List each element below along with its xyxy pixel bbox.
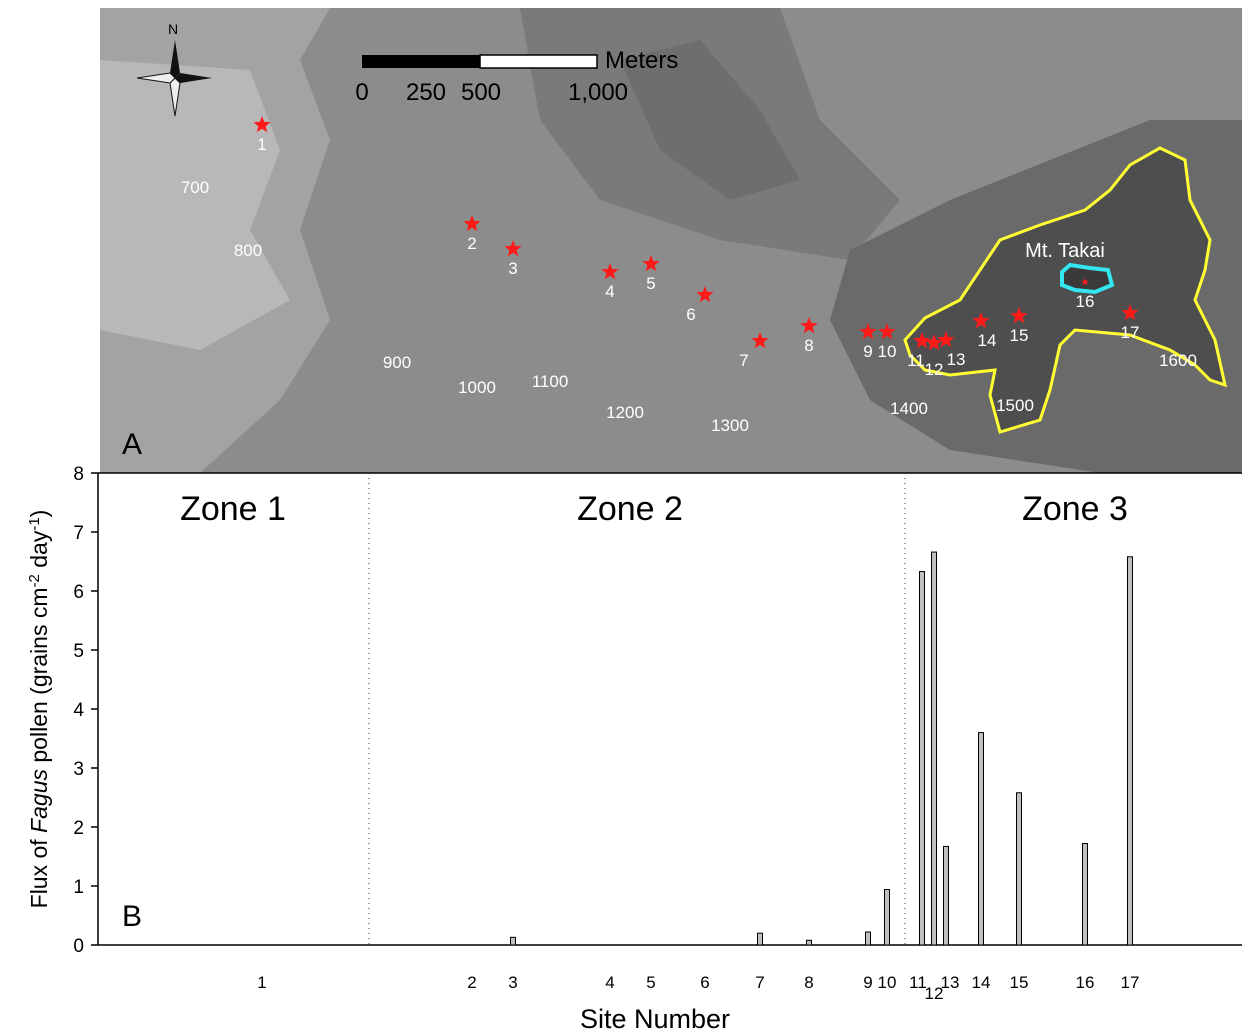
contour-label: 1400 [890,399,928,418]
bar [979,733,984,945]
y-axis-title-part: pollen (grains cm [26,587,52,769]
bar [807,940,812,945]
bar [932,552,937,945]
north-label: N [168,21,178,37]
site-label: 10 [878,342,897,361]
contour-label: 1600 [1159,351,1197,370]
y-tick-label: 1 [73,877,84,898]
x-tick-label: 3 [508,973,517,992]
y-tick-label: 7 [73,523,84,544]
x-axis-title: Site Number [580,1004,730,1033]
y-axis-title-part: ) [26,510,52,518]
x-tick-label: 10 [878,973,897,992]
site-label: 8 [804,336,813,355]
contour-label: 1500 [996,396,1034,415]
x-tick-label: 2 [467,973,476,992]
bar [885,890,890,945]
y-axis-title: Flux of Fagus pollen (grains cm-2 day-1) [26,510,53,909]
contour-label: 1300 [711,416,749,435]
y-tick-label: 4 [73,700,84,721]
x-tick-label: 13 [941,973,960,992]
site-label: 17 [1121,323,1140,342]
scale-label: 1,000 [568,79,628,106]
x-tick-label: 8 [804,973,813,992]
y-axis-title-part: Flux of [26,833,52,908]
x-tick-label: 15 [1010,973,1029,992]
scale-label: 500 [461,79,501,106]
site-label: 4 [605,282,614,301]
y-axis-title-part: -1 [26,517,43,530]
zone-label: Zone 1 [180,490,286,528]
panel-label: A [122,428,142,461]
scale-label: 0 [355,79,368,106]
x-tick-label: 6 [700,973,709,992]
site-label: 14 [978,331,997,350]
contour-label: 700 [181,178,209,197]
site-label: 6 [686,305,695,324]
y-tick-label: 8 [73,464,84,485]
site-label: 13 [947,350,966,369]
site-label: 1 [257,135,266,154]
contour-label: 1000 [458,378,496,397]
bar [944,846,949,945]
site-label: 9 [863,342,872,361]
site-label: 11 [907,351,925,370]
x-tick-label: 9 [863,973,872,992]
y-axis-title-part: day [26,530,52,574]
y-axis-title-part: Fagus [26,769,52,833]
y-tick-label: 0 [73,936,84,957]
site-label: 15 [1010,326,1029,345]
y-axis-title-part: -2 [26,574,43,587]
peak-label: Mt. Takai [1025,240,1105,262]
x-tick-label: 17 [1121,973,1140,992]
bar [920,572,925,945]
contour-label: 1100 [532,372,569,391]
x-tick-label: 5 [646,973,655,992]
bar [1017,793,1022,945]
scale-unit: Meters [605,47,678,74]
y-tick-label: 2 [73,818,84,839]
x-tick-label: 1 [257,973,266,992]
x-tick-label: 14 [972,973,991,992]
bar [511,937,516,945]
site-label: 3 [508,259,517,278]
scale-bar [362,55,480,68]
x-tick-label: 4 [605,973,614,992]
y-tick-label: 6 [73,582,84,603]
zone-label: Zone 3 [1022,490,1128,528]
x-tick-label: 16 [1076,973,1095,992]
site-label: 7 [739,351,748,370]
contour-label: 1200 [606,403,644,422]
site-label: 12 [925,360,944,379]
summit-outline [1062,265,1112,292]
bar [866,932,871,945]
site-label: 2 [467,234,476,253]
map: N Meters 0 250 500 1,000 Mt. Takai A [100,8,1242,473]
figure: N Meters 0 250 500 1,000 Mt. Takai A 700… [0,0,1242,1033]
scale-bar [480,55,597,68]
panel-label: B [122,900,142,933]
x-tick-label: 7 [755,973,764,992]
y-tick-label: 5 [73,641,84,662]
contour-label: 900 [383,353,411,372]
bar [1128,557,1133,945]
bar [758,933,763,945]
bar [1083,844,1088,945]
y-tick-label: 3 [73,759,84,780]
contour-label: 800 [234,241,262,260]
scale-label: 250 [406,79,446,106]
site-label: 5 [646,274,655,293]
site-label: 16 [1076,292,1095,311]
zone-label: Zone 2 [577,490,683,528]
